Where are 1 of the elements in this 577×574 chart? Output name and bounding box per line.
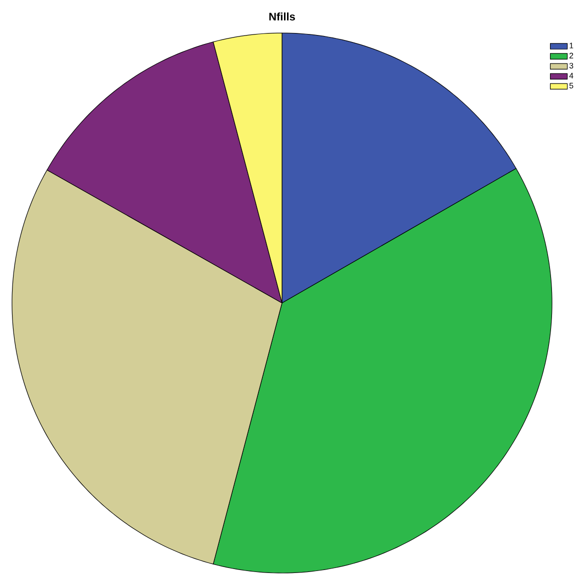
chart-title: Nfills — [269, 12, 295, 21]
